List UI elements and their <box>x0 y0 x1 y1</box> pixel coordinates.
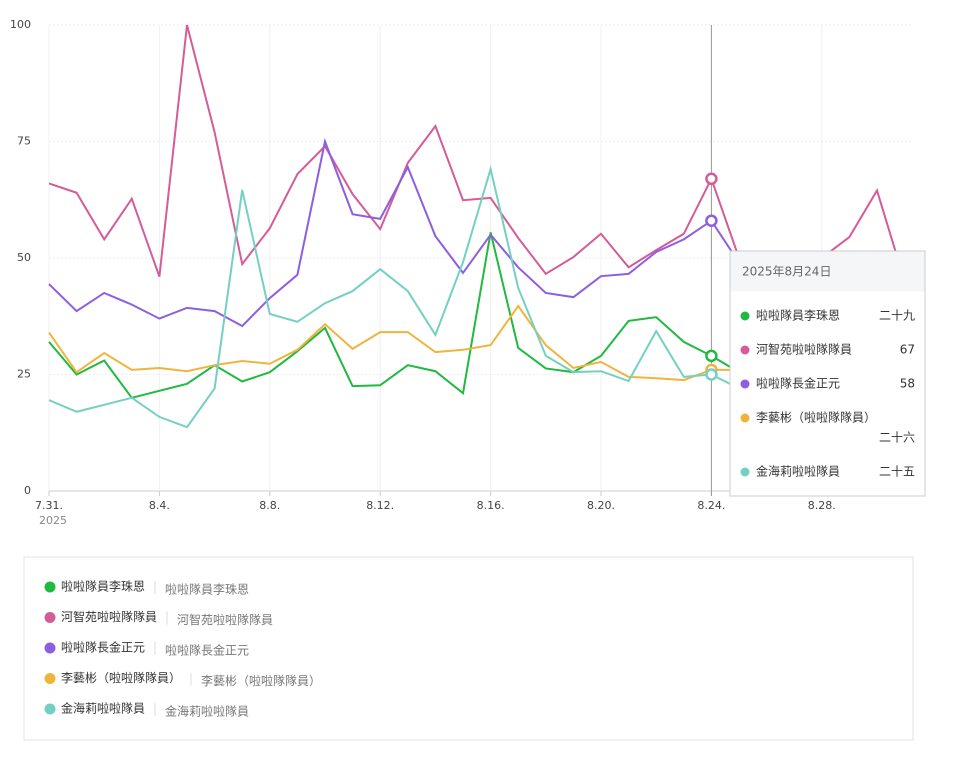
legend-sublabel: 啦啦隊長金正元 <box>165 643 249 658</box>
highlight-point <box>705 214 718 227</box>
tooltip-name: 啦啦隊員李珠恩 <box>756 308 840 323</box>
legend-label: 河智苑啦啦隊隊員 <box>61 609 157 624</box>
tooltip-value: 58 <box>900 377 915 391</box>
highlight-point <box>705 368 718 381</box>
tooltip-title: 2025年8月24日 <box>742 265 831 279</box>
y-tick-label: 0 <box>24 484 31 497</box>
tooltip-header <box>730 251 925 292</box>
tooltip-dot <box>740 345 750 355</box>
x-tick-label: 8.16. <box>477 499 505 512</box>
legend-sublabel: 金海莉啦啦隊員 <box>165 704 249 719</box>
legend-label: 金海莉啦啦隊員 <box>61 701 145 716</box>
legend-sublabel: 李藝彬（啦啦隊隊員） <box>201 673 321 688</box>
tooltip-value: 二十九 <box>879 309 915 323</box>
tooltip-box <box>729 250 926 497</box>
legend-dot <box>44 581 56 593</box>
x-tick-label: 8.12. <box>366 499 394 512</box>
legend-sublabel: 河智苑啦啦隊隊員 <box>177 612 273 627</box>
x-tick-label: 8.20. <box>587 499 615 512</box>
legend-dot <box>44 703 56 715</box>
x-tick-label: 8.8. <box>259 499 280 512</box>
tooltip-name: 金海莉啦啦隊員 <box>756 464 840 479</box>
y-tick-label: 25 <box>17 368 31 381</box>
tooltip-dot <box>740 311 750 321</box>
tooltip-name: 啦啦隊長金正元 <box>756 376 840 391</box>
legend-label: 啦啦隊長金正元 <box>61 640 145 655</box>
x-tick-label: 7.31. <box>35 499 63 512</box>
tooltip-dot <box>740 413 750 423</box>
tooltip-value: 67 <box>900 343 915 357</box>
legend-dot <box>44 673 56 684</box>
legend-sublabel: 啦啦隊員李珠恩 <box>165 582 249 597</box>
tooltip-value: 二十五 <box>879 465 915 479</box>
y-tick-label: 50 <box>17 251 31 264</box>
x-year-label: 2025 <box>39 514 67 527</box>
tooltip-value: 二十六 <box>879 431 915 445</box>
tooltip-name: 河智苑啦啦隊隊員 <box>756 342 852 357</box>
x-tick-label: 8.24. <box>697 499 725 512</box>
highlight-point <box>705 349 718 363</box>
x-tick-label: 8.4. <box>149 499 170 512</box>
legend-dot <box>44 612 56 623</box>
series-line <box>48 24 906 282</box>
x-tick-label: 8.28. <box>808 499 836 512</box>
legend-box <box>23 556 914 741</box>
tooltip-name: 李藝彬（啦啦隊隊員） <box>756 410 876 425</box>
highlight-point <box>705 172 718 186</box>
legend-label: 李藝彬（啦啦隊隊員） <box>61 670 181 685</box>
legend-dot <box>44 642 56 654</box>
y-tick-label: 75 <box>17 135 31 148</box>
legend-label: 啦啦隊員李珠恩 <box>61 579 145 594</box>
tooltip-dot <box>740 379 750 389</box>
y-tick-label: 100 <box>10 18 31 31</box>
tooltip-dot <box>740 467 750 477</box>
